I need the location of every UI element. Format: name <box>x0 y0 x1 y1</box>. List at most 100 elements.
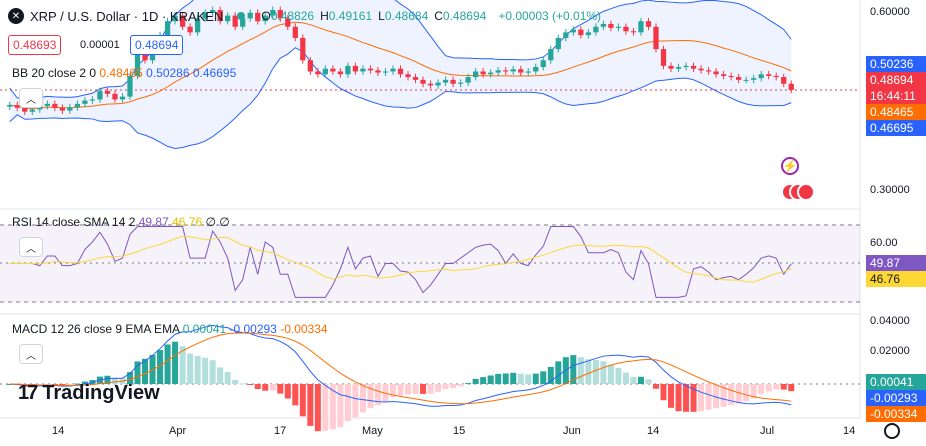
macd-hist-bar <box>495 373 502 384</box>
market-status-dot-icon <box>237 12 246 20</box>
macd-hist-bar <box>284 384 291 399</box>
macd-hist-bar <box>367 384 374 409</box>
candle-body <box>67 107 73 111</box>
candle-body <box>773 75 779 78</box>
macd-hist-bar <box>104 375 111 384</box>
candle-body <box>240 18 246 27</box>
rsi-legend-name: RSI 14 close SMA 14 2 <box>12 215 136 229</box>
ohlc-key-h: H <box>320 9 329 23</box>
time-tick: 15 <box>453 425 466 437</box>
macd-tick-high: 0.04000 <box>870 315 910 327</box>
chevron-up-icon: ︿ <box>26 350 36 362</box>
macd-hist-bar <box>622 372 629 384</box>
macd-signal-value: -0.00334 <box>280 322 328 336</box>
candle-body <box>292 26 298 38</box>
macd-hist-bar <box>480 377 487 384</box>
price-change: +0.00003 (+0.01%) <box>498 9 602 23</box>
macd-hist-bar <box>247 384 254 385</box>
candle-body <box>668 65 674 69</box>
macd-hist-bar <box>157 349 164 384</box>
ohlc-values: O0.48826 H0.49161 L0.48684 C0.48694 <box>261 9 492 23</box>
candle-body <box>225 15 231 22</box>
candle-body <box>104 91 111 94</box>
bb-basis-line <box>9 21 792 109</box>
macd-hist-bar <box>262 384 269 391</box>
candle-body <box>465 77 471 83</box>
candle-body <box>608 23 614 28</box>
candle-body <box>495 70 501 73</box>
macd-hist-bar <box>502 373 509 384</box>
candle-body <box>420 79 426 84</box>
candle-body <box>450 79 456 84</box>
candle-body <box>134 51 141 76</box>
candle-body <box>29 109 35 112</box>
macd-axis-label: -0.00293 <box>866 390 926 406</box>
macd-hist-bar <box>59 384 66 386</box>
candle-body <box>22 107 28 112</box>
macd-hist-bar <box>442 384 449 390</box>
lightning-icon[interactable]: ⚡ <box>781 157 799 175</box>
buy-button[interactable]: 0.48694 <box>130 35 184 55</box>
collapse-rsi-button[interactable]: ︿ <box>19 237 43 257</box>
candle-body <box>736 77 742 80</box>
candle-body <box>345 65 351 75</box>
candle-body <box>194 18 201 33</box>
candle-body <box>480 71 486 75</box>
macd-hist-bar <box>389 384 396 398</box>
macd-hist-bar <box>187 353 194 384</box>
macd-hist-bar <box>269 384 276 391</box>
macd-hist-bar <box>698 384 705 412</box>
events-flags-icon[interactable] <box>781 183 815 203</box>
candle-body <box>390 68 396 72</box>
candle-body <box>352 65 359 72</box>
macd-hist-bar <box>525 374 532 384</box>
grid-lines <box>0 0 861 419</box>
candle-body <box>142 51 148 61</box>
candle-body <box>653 26 659 50</box>
macd-hist-bar <box>465 383 472 385</box>
macd-hist-bar <box>570 355 577 384</box>
candle-body <box>675 67 682 69</box>
bb-basis-value: 0.48465 <box>99 66 143 80</box>
candle-body <box>473 71 479 78</box>
candle-body <box>570 29 576 33</box>
macd-hist-bar <box>630 376 637 384</box>
collapse-bb-button[interactable]: ︿ <box>19 88 43 108</box>
macd-hist-bar <box>585 359 592 384</box>
macd-line-value: -0.00293 <box>229 322 277 336</box>
macd-hist-bar <box>344 384 351 422</box>
candle-body <box>270 10 276 16</box>
macd-hist-bar <box>510 372 517 384</box>
candle-body <box>720 74 727 76</box>
sell-button[interactable]: 0.48693 <box>8 35 62 55</box>
macd-signal-line <box>9 332 792 405</box>
candle-body <box>593 26 599 33</box>
time-tick: 14 <box>52 425 65 437</box>
rsi-band-fill <box>0 225 860 302</box>
price-tick-low: 0.30000 <box>870 184 910 196</box>
candle-body <box>578 29 584 36</box>
candle-body <box>112 93 118 100</box>
candle-body <box>337 71 344 75</box>
macd-hist-bar <box>314 384 321 432</box>
macd-hist-bar <box>111 377 118 384</box>
collapse-macd-button[interactable]: ︿ <box>19 344 43 364</box>
candle-body <box>488 72 494 75</box>
time-tick: Jun <box>563 425 581 437</box>
candle-body <box>179 15 186 27</box>
macd-hist-bar <box>307 384 314 426</box>
candle-body <box>375 70 381 73</box>
bb-upper-value: 0.50286 <box>146 66 190 80</box>
macd-hist-bar <box>322 384 329 431</box>
rsi-legend: RSI 14 close SMA 14 2 49.87 46.76 ∅ ∅ <box>12 215 230 229</box>
symbol-title[interactable]: XRP / U.S. Dollar · 1D · KRAKEN <box>30 8 224 24</box>
candle-body <box>285 18 291 27</box>
ohlc-value-o: 0.48826 <box>270 9 315 23</box>
candle-body <box>262 15 268 22</box>
settings-gear-icon[interactable] <box>884 423 900 439</box>
macd-hist-bar <box>202 357 209 384</box>
macd-hist-bar <box>81 381 88 384</box>
time-tick: Jul <box>760 425 775 437</box>
macd-tick-mid: 0.02000 <box>870 345 910 357</box>
